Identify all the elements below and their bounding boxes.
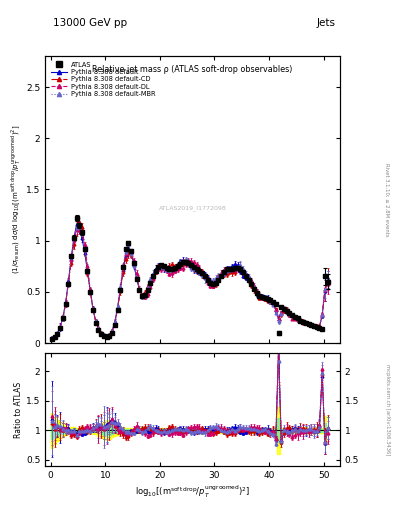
Text: 13000 GeV pp: 13000 GeV pp — [53, 18, 127, 28]
Y-axis label: Ratio to ATLAS: Ratio to ATLAS — [14, 381, 23, 438]
Text: mcplots.cern.ch [arXiv:1306.3436]: mcplots.cern.ch [arXiv:1306.3436] — [385, 364, 389, 455]
Text: Jets: Jets — [317, 18, 336, 28]
Text: ATLAS2019_I1772098: ATLAS2019_I1772098 — [159, 205, 226, 211]
Text: Rivet 3.1.10; ≥ 2.8M events: Rivet 3.1.10; ≥ 2.8M events — [385, 163, 389, 237]
X-axis label: log$_{10}$[(m$^{\rm soft\,drop}/p_T^{\rm ungroomed})^2$]: log$_{10}$[(m$^{\rm soft\,drop}/p_T^{\rm… — [135, 484, 250, 500]
Text: Relative jet mass ρ (ATLAS soft-drop observables): Relative jet mass ρ (ATLAS soft-drop obs… — [92, 65, 293, 74]
Legend: ATLAS, Pythia 8.308 default, Pythia 8.308 default-CD, Pythia 8.308 default-DL, P: ATLAS, Pythia 8.308 default, Pythia 8.30… — [48, 60, 157, 99]
Y-axis label: $(1/\sigma_{\rm resum})$ d$\sigma$/d log$_{10}$[(m$^{\rm soft\,drop}/p_T^{\rm un: $(1/\sigma_{\rm resum})$ d$\sigma$/d log… — [9, 125, 23, 274]
